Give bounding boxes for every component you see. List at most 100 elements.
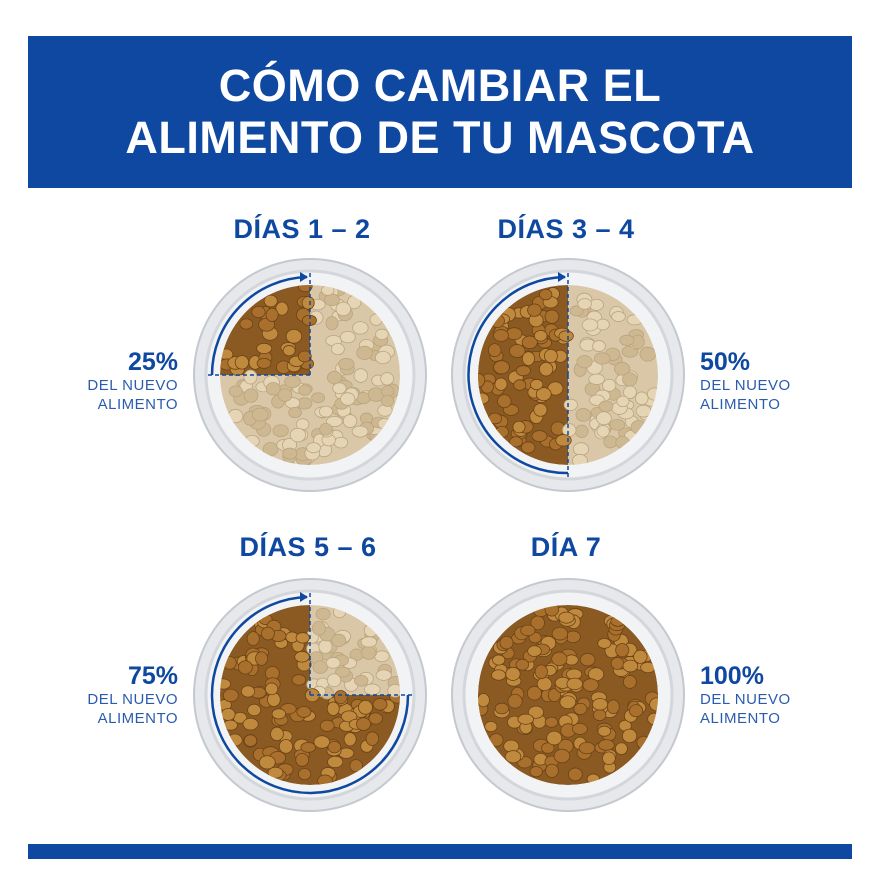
old-kibble xyxy=(596,411,612,426)
new-kibble xyxy=(527,645,542,657)
new-kibble xyxy=(582,678,599,692)
food-bowl-100-percent xyxy=(451,578,685,812)
old-kibble xyxy=(243,388,259,403)
old-kibble xyxy=(312,660,328,674)
new-kibble xyxy=(529,766,543,778)
new-kibble xyxy=(243,734,258,747)
food-bowl-75-percent xyxy=(193,578,427,812)
new-kibble xyxy=(579,652,596,667)
new-kibble xyxy=(356,717,371,731)
new-kibble xyxy=(573,702,588,715)
sweep-arrowhead xyxy=(300,272,308,282)
panel-title-day-7: DÍA 7 xyxy=(530,532,602,562)
new-kibble xyxy=(265,307,279,322)
new-kibble xyxy=(553,748,571,764)
new-kibble xyxy=(568,767,583,782)
label-line-1: DEL NUEVO xyxy=(87,377,178,394)
new-kibble xyxy=(622,674,637,689)
new-kibble xyxy=(515,365,531,377)
new-kibble xyxy=(592,698,609,711)
new-kibble xyxy=(507,693,523,709)
new-kibble xyxy=(261,626,275,641)
food-bowl-50-percent xyxy=(451,258,685,492)
old-kibble xyxy=(574,424,589,438)
sweep-arrowhead xyxy=(558,272,566,282)
old-kibble xyxy=(331,633,347,647)
old-kibble xyxy=(622,372,638,387)
new-kibble xyxy=(301,296,315,310)
old-kibble xyxy=(306,442,321,454)
new-kibble xyxy=(313,735,331,749)
old-kibble xyxy=(576,355,593,369)
new-kibble xyxy=(478,693,490,708)
new-kibble xyxy=(493,329,509,342)
old-kibble xyxy=(351,425,369,438)
new-kibble xyxy=(282,345,296,357)
old-kibble xyxy=(575,408,592,422)
percent-text: 50% xyxy=(700,348,751,376)
old-kibble xyxy=(375,669,392,681)
new-kibble xyxy=(234,355,250,370)
old-kibble xyxy=(593,352,611,365)
new-kibble xyxy=(255,651,268,666)
new-kibble xyxy=(538,361,554,377)
new-kibble xyxy=(547,688,561,702)
new-kibble xyxy=(533,403,548,417)
new-kibble xyxy=(494,377,508,391)
old-kibble xyxy=(265,382,281,396)
new-kibble xyxy=(271,708,287,720)
new-kibble xyxy=(221,707,236,721)
old-kibble xyxy=(333,436,349,449)
old-kibble xyxy=(356,345,373,360)
kibble-area xyxy=(478,605,658,785)
panel-title-days-1-2: DÍAS 1 – 2 xyxy=(233,214,371,244)
old-kibble xyxy=(335,301,352,317)
old-kibble xyxy=(603,435,618,449)
new-kibble xyxy=(343,732,357,747)
new-kibble xyxy=(256,357,272,369)
old-kibble xyxy=(360,636,378,648)
new-kibble xyxy=(515,658,530,671)
panel-title-days-5-6: DÍAS 5 – 6 xyxy=(239,532,377,562)
new-kibble xyxy=(545,763,559,778)
sweep-arrow-arc xyxy=(467,275,569,475)
old-kibble xyxy=(326,370,343,385)
new-kibble xyxy=(326,701,340,716)
old-kibble xyxy=(298,384,312,396)
new-kibble xyxy=(327,740,342,754)
old-kibble xyxy=(634,391,649,406)
old-kibble xyxy=(318,405,333,418)
old-kibble xyxy=(282,447,298,460)
new-kibble xyxy=(527,705,545,719)
old-kibble xyxy=(616,395,630,408)
old-kibble xyxy=(340,392,356,406)
label-line-1: DEL NUEVO xyxy=(700,377,791,394)
new-kibble xyxy=(558,330,574,342)
old-kibble xyxy=(315,607,331,621)
new-kibble xyxy=(505,666,521,681)
new-kibble xyxy=(520,624,536,637)
label-50-percent: 50% DEL NUEVO ALIMENTO xyxy=(700,348,820,414)
old-kibble xyxy=(592,340,606,352)
old-kibble xyxy=(375,350,392,365)
old-kibble xyxy=(375,328,389,340)
new-kibble xyxy=(622,659,639,673)
new-kibble xyxy=(298,767,312,781)
new-kibble xyxy=(533,329,548,342)
old-kibble xyxy=(284,375,301,389)
new-kibble xyxy=(597,725,612,737)
new-kibble xyxy=(628,704,644,718)
label-line-2: ALIMENTO xyxy=(700,710,781,727)
old-kibble xyxy=(339,330,356,344)
old-kibble xyxy=(325,415,343,428)
new-kibble xyxy=(247,703,262,717)
old-kibble xyxy=(325,657,341,669)
new-kibble xyxy=(275,301,289,316)
panel-title-days-3-4: DÍAS 3 – 4 xyxy=(497,214,635,244)
new-kibble xyxy=(484,720,498,733)
old-kibble xyxy=(639,346,657,362)
new-kibble xyxy=(256,342,273,354)
label-line-2: ALIMENTO xyxy=(700,396,781,413)
new-kibble xyxy=(530,378,544,391)
old-kibble xyxy=(577,298,592,310)
